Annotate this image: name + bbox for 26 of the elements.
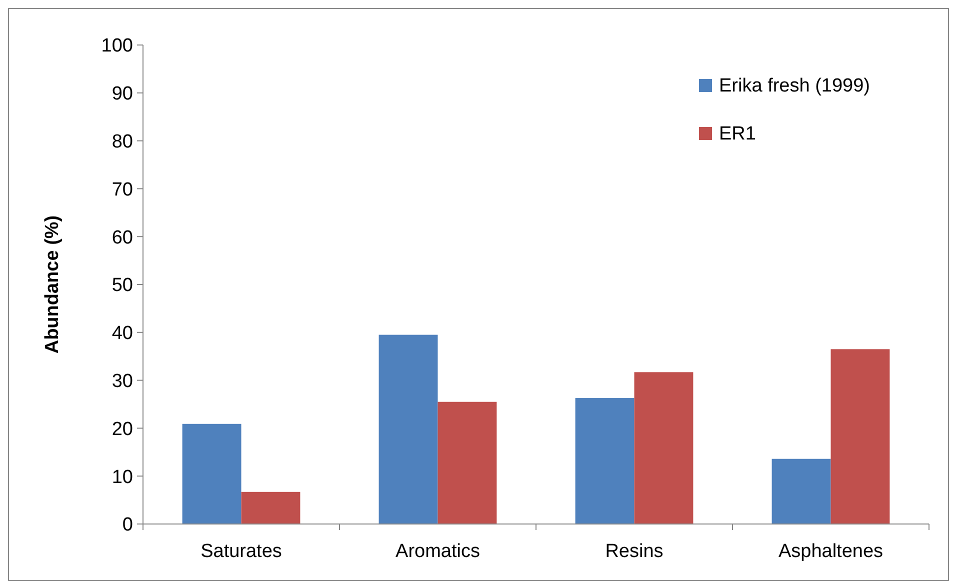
- y-tick-label: 0: [122, 514, 133, 536]
- y-tick-label: 10: [112, 466, 133, 488]
- bar: [772, 458, 831, 524]
- bar: [241, 492, 300, 524]
- bar: [378, 334, 438, 524]
- y-tick-label: 80: [112, 131, 133, 152]
- bar: [575, 398, 634, 524]
- bar: [438, 402, 497, 524]
- y-tick-label: 70: [112, 179, 133, 200]
- legend-label: Erika fresh (1999): [719, 76, 870, 97]
- y-tick-label: 50: [112, 275, 133, 296]
- y-tick-label: 100: [101, 36, 133, 57]
- x-tick-label: Saturates: [200, 541, 282, 562]
- legend-label: ER1: [719, 124, 756, 145]
- bar: [182, 424, 242, 524]
- x-tick-label: Asphaltenes: [778, 541, 884, 562]
- y-tick-label: 60: [112, 227, 133, 248]
- x-tick-label: Resins: [605, 541, 664, 562]
- y-tick-label: 20: [112, 418, 133, 440]
- y-tick-label: 90: [112, 84, 133, 105]
- x-tick-label: Aromatics: [396, 541, 480, 562]
- bar: [830, 349, 890, 524]
- y-axis-title: Abundance (%): [42, 215, 63, 354]
- y-tick-label: 30: [112, 370, 133, 392]
- bar: [634, 372, 694, 524]
- y-tick-label: 40: [112, 323, 133, 344]
